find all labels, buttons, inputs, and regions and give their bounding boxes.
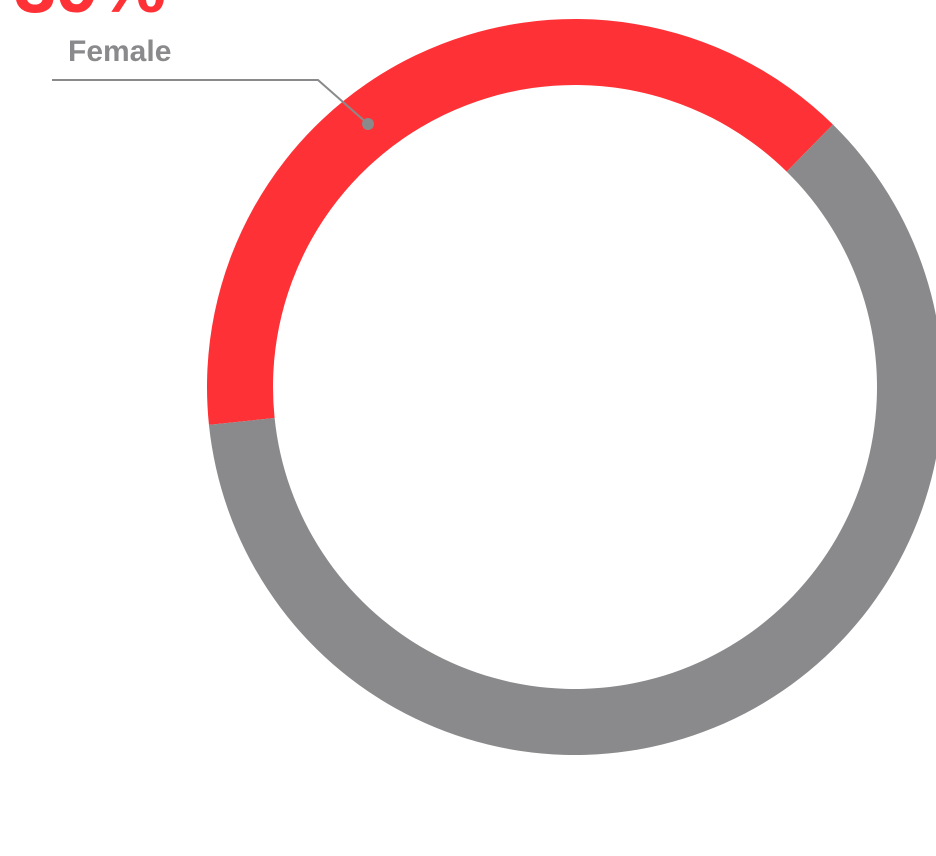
donut-segment bbox=[208, 124, 936, 755]
leader-line bbox=[52, 79, 369, 125]
leader-dot bbox=[362, 118, 374, 130]
category-label: Female bbox=[68, 35, 171, 68]
donut bbox=[207, 18, 936, 755]
value-label: 39% bbox=[14, 0, 166, 29]
